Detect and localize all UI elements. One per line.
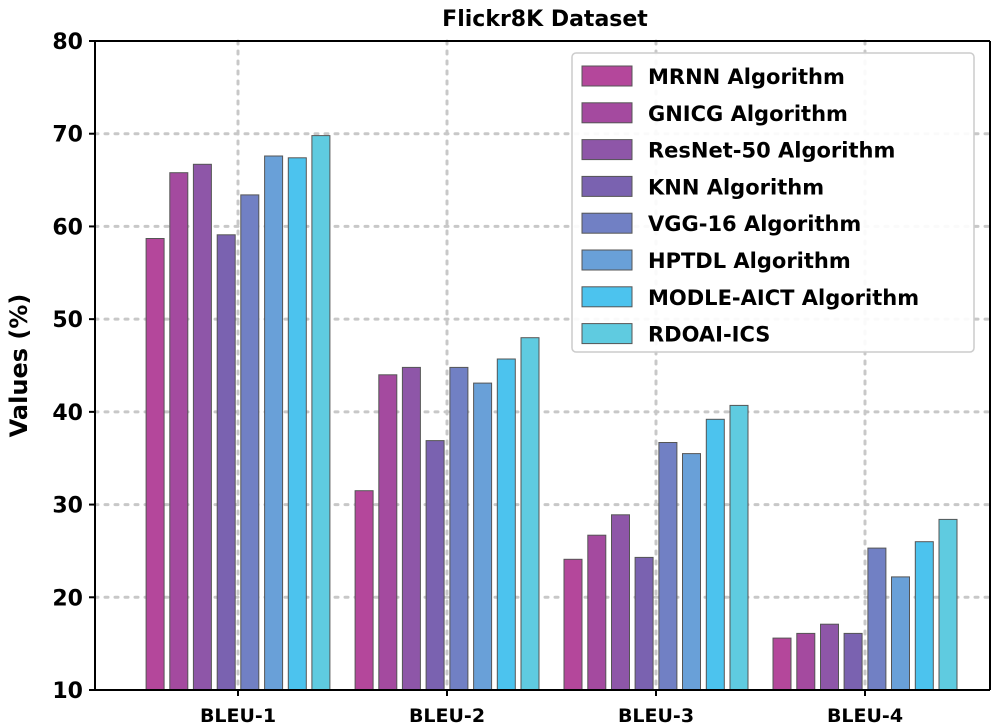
- bar-bleu-4-series-3: [820, 623, 839, 691]
- legend-label: KNN Algorithm: [648, 175, 824, 199]
- y-tick-label: 60: [52, 215, 83, 240]
- legend-label: HPTDL Algorithm: [648, 249, 851, 273]
- legend-box: [571, 52, 975, 353]
- y-axis-ticks: 10 20 30 40 50 60 70 80: [52, 30, 95, 704]
- bar-bleu-2-series-1: [354, 490, 374, 691]
- bar-bleu-3-series-3: [611, 514, 630, 691]
- legend-swatch: [581, 286, 633, 308]
- bar-bleu-4-series-2: [796, 632, 816, 691]
- bar-bleu-3-series-5: [658, 442, 678, 691]
- legend-label: ResNet-50 Algorithm: [648, 139, 895, 163]
- bar-bleu-1-series-3: [192, 163, 212, 691]
- bar-bleu-4-series-1: [772, 637, 792, 691]
- bar-bleu-3-series-8: [729, 404, 749, 691]
- bar-bleu-1-series-8: [311, 135, 331, 691]
- bar-bleu-4-series-6: [891, 576, 910, 691]
- legend-swatch: [581, 65, 633, 87]
- legend-label: GNICG Algorithm: [648, 102, 848, 126]
- y-tick-label: 80: [52, 30, 83, 55]
- legend-swatch: [581, 175, 633, 197]
- y-tick-label: 20: [52, 586, 83, 611]
- bar-bleu-1-series-2: [169, 172, 189, 691]
- bar-bleu-2-series-8: [520, 337, 540, 691]
- bar-bleu-3-series-7: [705, 418, 725, 691]
- bar-bleu-2-series-5: [449, 366, 469, 691]
- legend-swatch: [581, 139, 633, 161]
- bar-bleu-4-series-7: [914, 541, 934, 691]
- y-tick-label: 30: [52, 494, 83, 519]
- bar-bleu-3-series-4: [634, 556, 654, 691]
- legend-swatch: [581, 102, 633, 124]
- bars: [145, 135, 958, 691]
- y-tick-label: 50: [52, 308, 83, 333]
- bar-bleu-3-series-6: [682, 453, 701, 691]
- legend-label: MODLE-AICT Algorithm: [648, 286, 919, 310]
- bar-bleu-1-series-7: [287, 157, 307, 691]
- bar-bleu-1-series-5: [240, 194, 260, 691]
- bar-bleu-3-series-2: [587, 534, 607, 691]
- bar-bleu-4-series-5: [867, 547, 887, 691]
- bar-bleu-2-series-2: [378, 374, 398, 691]
- x-tick-label: BLEU-2: [409, 705, 485, 727]
- bar-bleu-2-series-6: [473, 382, 493, 691]
- bar-bleu-3-series-1: [563, 558, 583, 691]
- bar-bleu-1-series-4: [216, 234, 236, 691]
- bar-bleu-1-series-6: [264, 155, 284, 691]
- chart-title: Flickr8K Dataset: [442, 7, 648, 32]
- legend-swatch: [581, 249, 633, 271]
- bar-bleu-4-series-4: [843, 632, 863, 691]
- legend: MRNN Algorithm GNICG Algorithm ResNet-50 A…: [571, 52, 975, 353]
- x-tick-label: BLEU-3: [618, 705, 694, 727]
- bar-bleu-2-series-4: [425, 440, 445, 691]
- legend-label: MRNN Algorithm: [648, 65, 845, 89]
- y-axis-label: Values (%): [5, 294, 33, 438]
- x-tick-label: BLEU-4: [827, 705, 903, 727]
- legend-label: VGG-16 Algorithm: [648, 212, 861, 236]
- y-tick-label: 70: [52, 123, 83, 148]
- y-tick-label: 10: [52, 679, 83, 704]
- bar-bleu-2-series-7: [496, 358, 516, 691]
- legend-label: RDOAI-ICS: [648, 323, 770, 347]
- y-tick-label: 40: [52, 401, 83, 426]
- bar-bleu-1-series-1: [145, 238, 165, 691]
- bar-bleu-2-series-3: [401, 366, 421, 691]
- x-tick-label: BLEU-1: [200, 705, 276, 727]
- bar-bleu-4-series-8: [938, 518, 958, 691]
- legend-swatch: [581, 212, 633, 234]
- legend-swatch: [581, 323, 633, 345]
- axes: [94, 40, 991, 691]
- x-axis-ticks: BLEU-1 BLEU-2 BLEU-3 BLEU-4: [200, 690, 903, 727]
